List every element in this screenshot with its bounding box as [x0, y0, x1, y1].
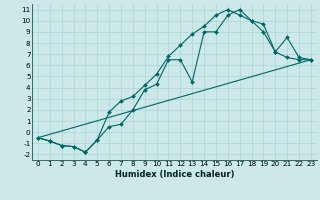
X-axis label: Humidex (Indice chaleur): Humidex (Indice chaleur) [115, 170, 234, 179]
